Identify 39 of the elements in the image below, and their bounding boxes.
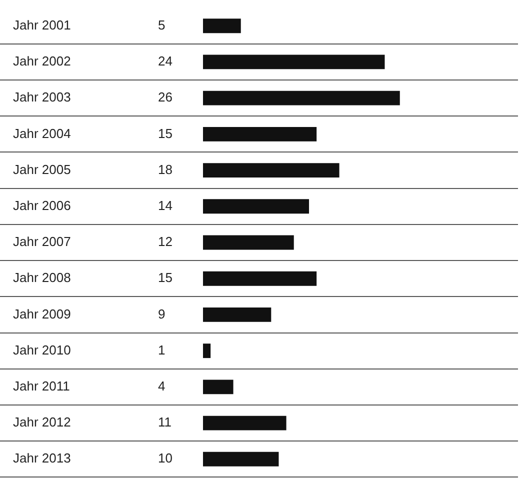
- bar: [203, 90, 400, 106]
- bar: [203, 307, 272, 322]
- y-tick-label: Jahr 2010: [13, 342, 71, 358]
- y-tick-label: Jahr 2004: [13, 126, 71, 141]
- data-label: 14: [158, 198, 172, 213]
- bar: [203, 344, 211, 358]
- y-tick-label: Jahr 2008: [13, 270, 71, 286]
- bar: [203, 199, 310, 214]
- bar: [203, 452, 279, 466]
- data-label: 9: [158, 306, 166, 322]
- data-label: 10: [158, 450, 172, 466]
- data-label: 12: [158, 234, 172, 250]
- data-label: 5: [158, 17, 166, 32]
- data-label: 1: [158, 342, 166, 358]
- data-label: 4: [158, 378, 166, 394]
- y-tick-label: Jahr 2002: [13, 54, 71, 69]
- y-tick-label: Jahr 2011: [13, 378, 70, 394]
- y-tick-label: Jahr 2005: [13, 162, 71, 177]
- y-tick-label: Jahr 2003: [13, 90, 71, 105]
- y-tick-label: Jahr 2009: [13, 306, 71, 322]
- bar: [203, 235, 294, 250]
- y-tick-label: Jahr 2006: [13, 198, 71, 213]
- data-label: 18: [158, 162, 172, 177]
- bar: [203, 416, 286, 430]
- bar: [203, 380, 234, 394]
- y-tick-label: Jahr 2007: [13, 234, 71, 250]
- y-tick-label: Jahr 2001: [13, 17, 71, 32]
- bar: [203, 126, 317, 142]
- bar: [203, 18, 241, 34]
- y-tick-label: Jahr 2012: [13, 414, 71, 430]
- bar: [203, 271, 317, 286]
- data-label: 11: [158, 414, 172, 430]
- bar: [203, 54, 385, 70]
- data-label: 15: [158, 270, 172, 286]
- y-tick-label: Jahr 2013: [13, 450, 71, 466]
- data-label: 26: [158, 90, 172, 105]
- bar: [203, 163, 340, 178]
- data-label: 24: [158, 54, 172, 69]
- data-label: 15: [158, 126, 172, 141]
